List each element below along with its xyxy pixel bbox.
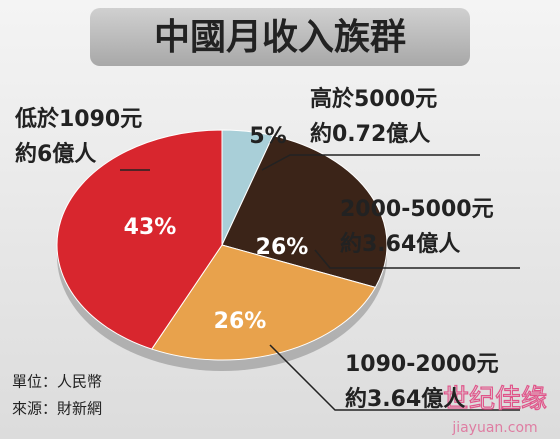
title-box	[90, 8, 470, 66]
category-label: 低於1090元	[14, 106, 142, 132]
watermark: 世纪佳缘	[443, 385, 547, 415]
chart-title: 中國月收入族群	[154, 17, 406, 58]
note: 來源：財新網	[12, 400, 102, 418]
value-label: 43%	[124, 215, 177, 240]
category-sublabel: 約3.64億人	[345, 386, 465, 412]
pie-slice	[150, 244, 377, 361]
value-label: 5%	[249, 124, 286, 149]
category-sublabel: 約3.64億人	[340, 231, 460, 257]
category-sublabel: 約6億人	[15, 141, 96, 167]
watermark: jiayuan.com	[451, 420, 537, 436]
pie	[56, 129, 388, 361]
category-label: 高於5000元	[310, 86, 437, 112]
category-label: 2000-5000元	[340, 197, 494, 222]
category-sublabel: 約0.72億人	[310, 121, 430, 147]
category-label: 1090-2000元	[345, 352, 499, 377]
leaders	[120, 154, 520, 411]
value-label: 26%	[214, 309, 267, 334]
note: 單位：人民幣	[12, 373, 102, 391]
pie-slice	[56, 129, 223, 350]
pie-slice	[221, 135, 388, 288]
value-label: 26%	[256, 235, 309, 260]
